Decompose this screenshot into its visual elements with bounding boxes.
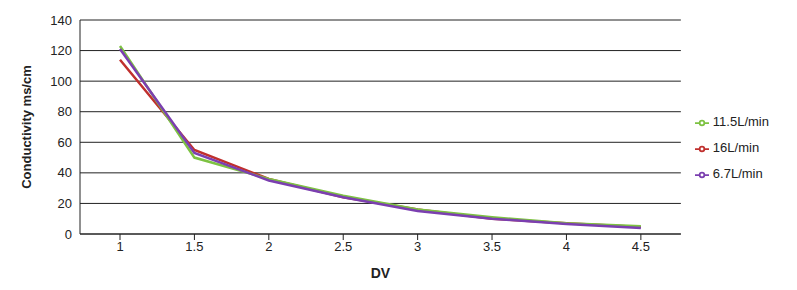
svg-text:1.5: 1.5 bbox=[185, 239, 203, 254]
svg-text:140: 140 bbox=[50, 13, 72, 28]
html-text:6.7L/min: 6.7L/min bbox=[712, 166, 763, 181]
svg-text:0: 0 bbox=[65, 227, 72, 242]
svg-text:2: 2 bbox=[265, 239, 272, 254]
html-text:11.5L/min: 11.5L/min bbox=[712, 114, 769, 129]
svg-text:80: 80 bbox=[58, 104, 72, 119]
svg-text:1: 1 bbox=[116, 239, 123, 254]
svg-text:Conductivity ms/cm: Conductivity ms/cm bbox=[19, 65, 34, 189]
svg-text:3: 3 bbox=[414, 239, 421, 254]
svg-text:120: 120 bbox=[50, 43, 72, 58]
svg-text:40: 40 bbox=[58, 165, 72, 180]
svg-text:2.5: 2.5 bbox=[334, 239, 352, 254]
svg-text:4.5: 4.5 bbox=[632, 239, 650, 254]
svg-text:100: 100 bbox=[50, 74, 72, 89]
svg-text:DV: DV bbox=[371, 265, 391, 281]
svg-text:4: 4 bbox=[563, 239, 570, 254]
svg-text:3.5: 3.5 bbox=[483, 239, 501, 254]
svg-text:60: 60 bbox=[58, 135, 72, 150]
html-text:16L/min: 16L/min bbox=[712, 140, 760, 155]
svg-text:20: 20 bbox=[58, 196, 72, 211]
